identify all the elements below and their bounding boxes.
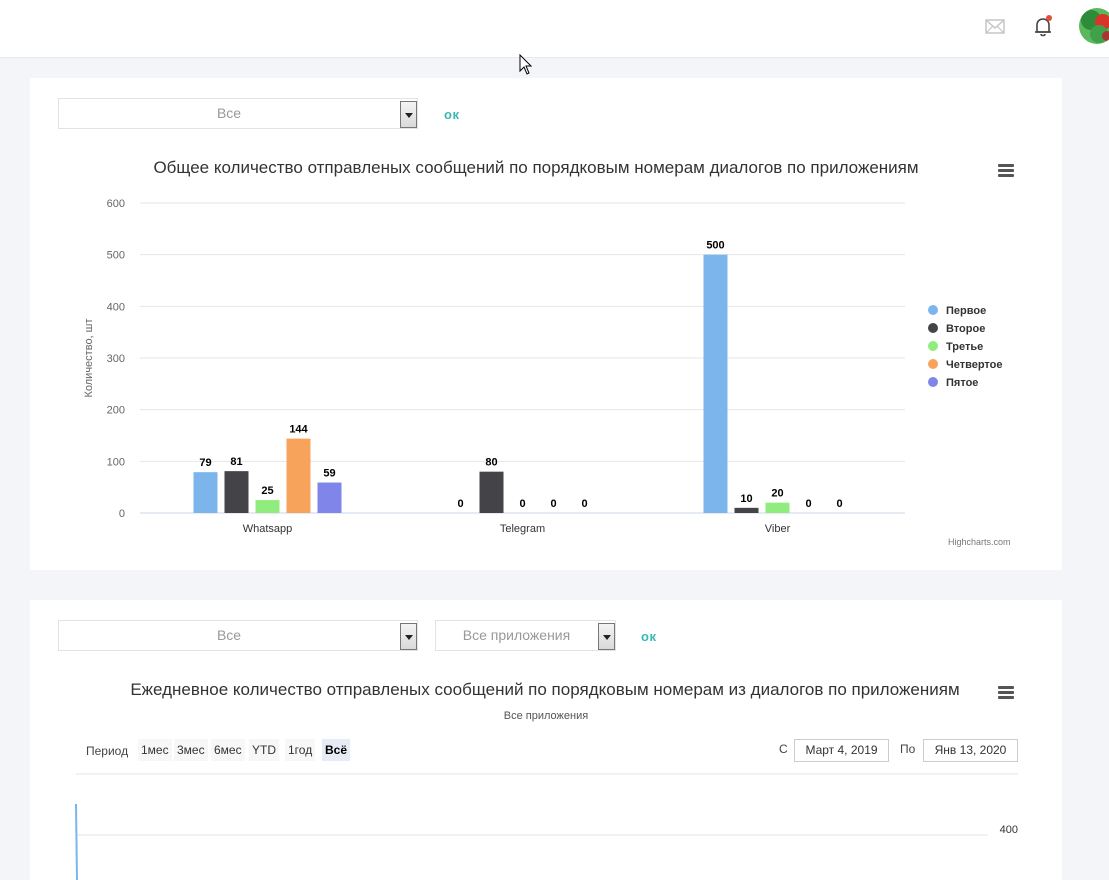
chart-subtitle: Все приложения <box>503 710 589 722</box>
app-filter-select[interactable]: Все приложения <box>435 620 616 651</box>
legend-item[interactable]: Пятое <box>946 377 978 389</box>
legend-marker <box>928 377 938 387</box>
legend-item[interactable]: Четвертое <box>946 359 1002 371</box>
data-label: 80 <box>485 457 497 469</box>
from-label: С <box>779 742 788 756</box>
data-label: 20 <box>771 488 783 500</box>
envelope-icon[interactable] <box>984 16 1006 36</box>
data-label: 81 <box>230 456 242 468</box>
bar <box>286 438 311 513</box>
chart-menu-icon-2[interactable] <box>998 686 1014 700</box>
x-tick-label: Viber <box>765 523 791 535</box>
range-button[interactable]: 3мес <box>174 739 208 761</box>
chart-credits[interactable]: Highcharts.com <box>948 537 1011 547</box>
ok-button-2[interactable]: ок <box>641 629 657 644</box>
range-button[interactable]: 1год <box>285 739 316 761</box>
range-button[interactable]: 6мес <box>211 739 245 761</box>
ok-button[interactable]: ок <box>444 107 460 122</box>
to-label: По <box>900 742 916 756</box>
select-value: Все приложения <box>462 627 571 643</box>
x-tick-label: Whatsapp <box>243 523 293 535</box>
y-tick-label: 300 <box>107 353 125 365</box>
data-label: 59 <box>323 468 335 480</box>
data-label: 0 <box>581 498 587 510</box>
select-value: Все <box>216 105 242 121</box>
y-tick-label: 100 <box>107 456 125 468</box>
range-selector-label: Период <box>86 744 129 758</box>
chart-title: Общее количество отправленых сообщений п… <box>153 158 919 177</box>
series-line <box>75 803 78 880</box>
bar <box>734 507 759 513</box>
data-label: 10 <box>740 493 752 505</box>
daily-chart-card: Все Все приложения ок Ежедневное количес… <box>30 600 1062 880</box>
chevron-down-icon[interactable] <box>400 623 417 650</box>
top-bar <box>0 0 1109 58</box>
bar <box>765 502 790 513</box>
legend-item[interactable]: Первое <box>946 305 986 317</box>
y-tick-label: 200 <box>107 405 125 417</box>
bar <box>255 500 280 513</box>
data-label: 0 <box>457 498 463 510</box>
bar <box>224 471 249 513</box>
legend-item[interactable]: Третье <box>946 341 983 353</box>
summary-chart-card: Все ок Общее количество отправленых сооб… <box>30 78 1062 570</box>
legend-marker <box>928 341 938 351</box>
data-label: 25 <box>261 485 273 497</box>
bar <box>317 482 342 513</box>
daily-line-chart: 400 <box>75 773 1018 880</box>
data-label: 0 <box>805 498 811 510</box>
y-tick-label: 0 <box>119 508 125 520</box>
bar <box>479 471 504 513</box>
y-tick-label: 400 <box>107 301 125 313</box>
y-axis-label: Количество, шт <box>83 318 95 397</box>
range-button[interactable]: 1мес <box>138 739 172 761</box>
x-tick-label: Telegram <box>500 523 545 535</box>
data-label: 79 <box>199 457 211 469</box>
avatar[interactable] <box>1079 8 1109 44</box>
legend-marker <box>928 305 938 315</box>
bar <box>703 254 728 513</box>
y-tick-label: 600 <box>107 198 125 210</box>
dialog-filter-select[interactable]: Все <box>58 98 418 129</box>
y-tick-label: 400 <box>1000 824 1018 836</box>
range-button[interactable]: YTD <box>249 739 279 761</box>
legend-item[interactable]: Второе <box>946 323 985 335</box>
dialog-filter-select-2[interactable]: Все <box>58 620 418 651</box>
range-button[interactable]: Всё <box>322 739 351 761</box>
mouse-cursor-icon <box>519 54 533 75</box>
bar <box>193 472 218 513</box>
y-tick-label: 500 <box>107 250 125 262</box>
legend-marker <box>928 359 938 369</box>
data-label: 0 <box>836 498 842 510</box>
chart-title-2: Ежедневное количество отправленых сообще… <box>130 680 960 699</box>
data-label: 500 <box>706 240 724 252</box>
from-date-input[interactable]: Март 4, 2019 <box>794 739 889 762</box>
notification-dot-icon <box>1046 15 1052 21</box>
chevron-down-icon[interactable] <box>400 101 417 128</box>
chevron-down-icon[interactable] <box>598 623 615 650</box>
data-label: 144 <box>289 424 308 436</box>
legend-marker <box>928 323 938 333</box>
select-value: Все <box>216 627 242 643</box>
to-date-input[interactable]: Янв 13, 2020 <box>923 739 1018 762</box>
bell-icon[interactable] <box>1032 14 1054 38</box>
data-label: 0 <box>519 498 525 510</box>
chart-menu-icon[interactable] <box>998 164 1014 178</box>
data-label: 0 <box>550 498 556 510</box>
